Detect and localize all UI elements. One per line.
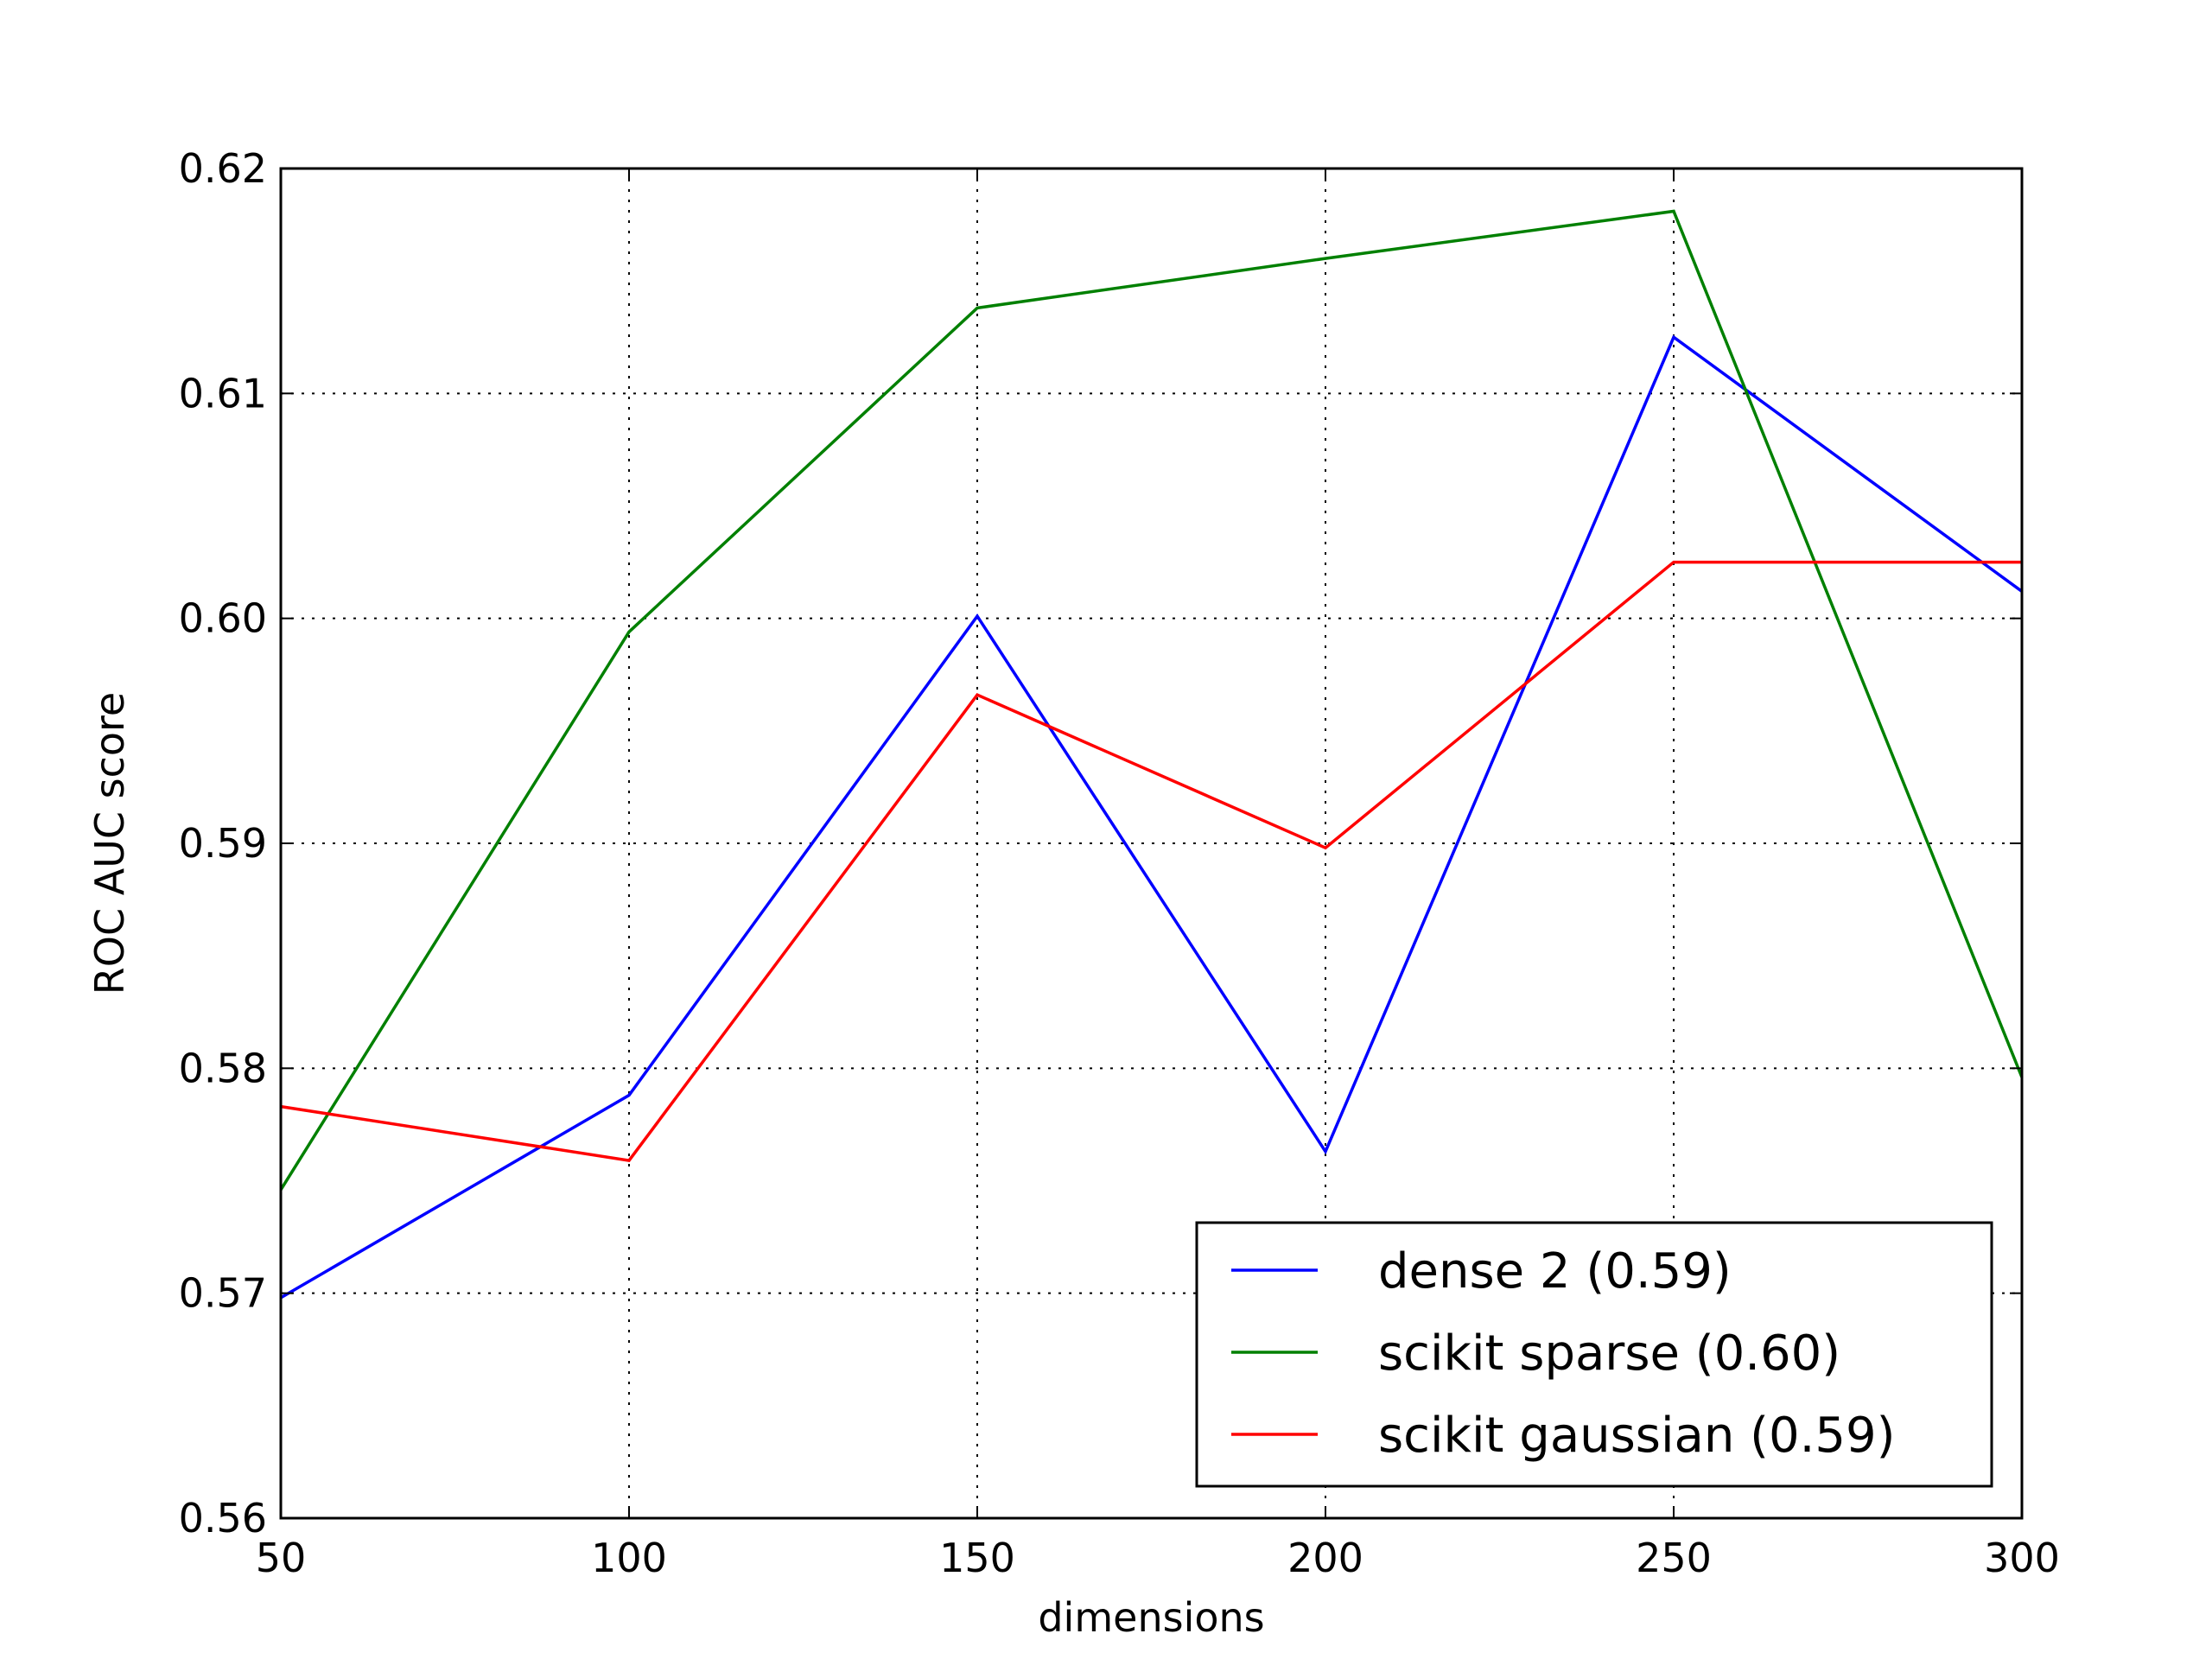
series-line-1 (279, 209, 2024, 1191)
y-tick-label: 0.62 (179, 145, 267, 192)
y-tick-label: 0.60 (179, 595, 267, 642)
x-tick-label: 300 (1984, 1535, 2060, 1581)
legend: dense 2 (0.59) scikit sparse (0.60) scikit… (1195, 1221, 1993, 1488)
x-tick-label: 50 (256, 1535, 307, 1581)
legend-label-1: scikit sparse (0.60) (1378, 1325, 1840, 1382)
x-axis-label: dimensions (1038, 1594, 1264, 1641)
x-tick-label: 150 (939, 1535, 1015, 1581)
x-tick-label: 200 (1287, 1535, 1363, 1581)
y-tick-label: 0.58 (179, 1045, 267, 1091)
y-tick-label: 0.59 (179, 820, 267, 867)
series-layer (279, 209, 2024, 1300)
series-line-0 (280, 334, 2024, 1300)
y-tick-label: 0.56 (179, 1495, 267, 1541)
legend-label-2: scikit gaussian (0.59) (1378, 1408, 1896, 1464)
legend-box (1195, 1221, 1993, 1488)
y-tick-label: 0.61 (179, 370, 267, 416)
y-axis-label: ROC AUC score (86, 692, 133, 995)
legend-label-0: dense 2 (0.59) (1378, 1243, 1732, 1300)
tick-layer: 50 100 150 200 250 300 0.56 0.57 0.58 0.59 0.60 0.6… (179, 145, 2060, 1581)
grid-layer (281, 168, 2022, 1518)
y-tick-label: 0.57 (179, 1270, 267, 1317)
legend-items: dense 2 (0.59) scikit sparse (0.60) scikit… (1231, 1243, 1896, 1464)
series-line-2 (280, 560, 2022, 1162)
x-tick-label: 100 (591, 1535, 667, 1581)
x-tick-label: 250 (1636, 1535, 1712, 1581)
